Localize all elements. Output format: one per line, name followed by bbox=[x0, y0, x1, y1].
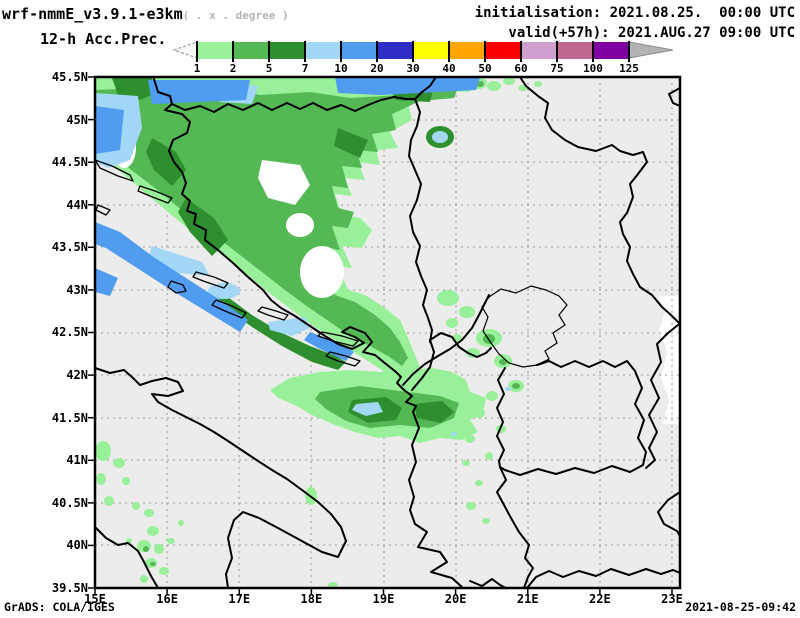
border-sava bbox=[171, 76, 437, 113]
border-kosovo bbox=[481, 285, 568, 368]
coast-greece-ionian bbox=[469, 578, 507, 589]
coast-italy-tyrrhenian bbox=[94, 526, 159, 589]
border-drina bbox=[408, 98, 433, 343]
border-montenegro-albania bbox=[411, 332, 492, 391]
border-serbia-romania bbox=[519, 76, 681, 325]
colorbar-underflow-arrow bbox=[172, 41, 198, 59]
border-macedonia bbox=[499, 360, 647, 476]
coast-thermaic-gulf bbox=[657, 491, 681, 537]
precip-shading-10-20mm bbox=[95, 77, 480, 361]
adriatic-islands bbox=[94, 159, 361, 367]
valid-time: valid(+57h): 2021.AUG.27 09:00 UTC bbox=[508, 25, 795, 41]
border-fragment-topright bbox=[668, 87, 681, 107]
render-timestamp: 2021-08-25-09:42 bbox=[685, 600, 796, 614]
border-montenegro-serbia bbox=[402, 294, 490, 386]
coast-italy-adriatic bbox=[94, 367, 347, 589]
country-borders bbox=[94, 76, 681, 589]
border-albania-east bbox=[496, 367, 534, 589]
coast-greece-south bbox=[526, 568, 681, 589]
border-serbia-bulgaria bbox=[645, 324, 679, 469]
product-title: 12-h Acc.Prec. bbox=[40, 30, 167, 48]
grads-credit: GrADS: COLA/IGES bbox=[4, 600, 115, 614]
units-note: ( . x . degree ) bbox=[182, 9, 289, 22]
model-name: wrf-nmmE_v3.9.1-e3km bbox=[2, 5, 183, 23]
model-title: wrf-nmmE_v3.9.1-e3km( . x . degree ) bbox=[2, 5, 289, 23]
initialisation-time: initialisation: 2021.08.25. 00:00 UTC bbox=[474, 5, 795, 21]
border-croatia-bosnia-coast bbox=[153, 78, 464, 589]
map-frame bbox=[93, 75, 682, 590]
colorbar-overflow-arrow bbox=[628, 41, 674, 59]
